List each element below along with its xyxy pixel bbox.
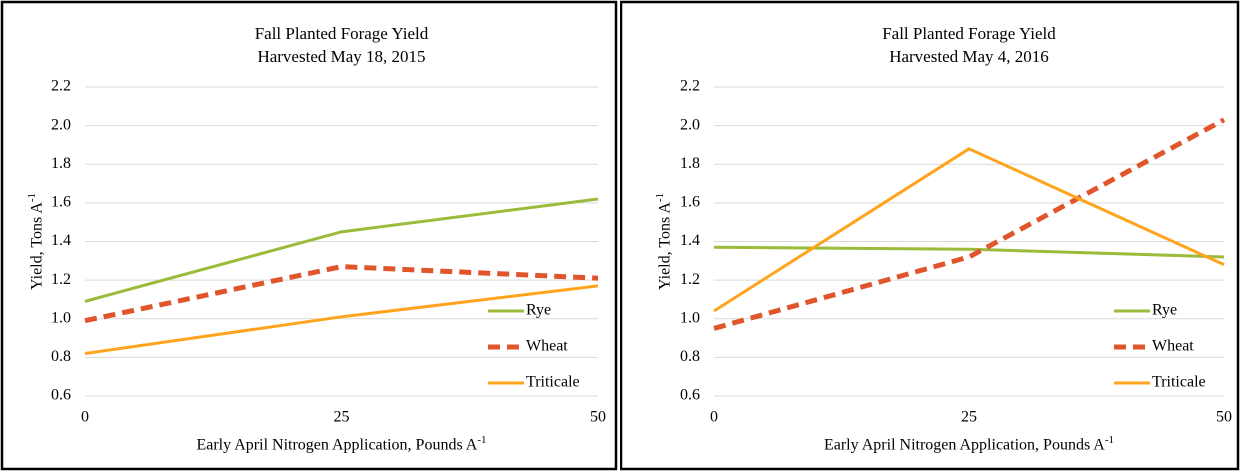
panel-border <box>0 0 618 471</box>
panel-border <box>620 0 1240 471</box>
x-axis-label: Early April Nitrogen Application, Pounds… <box>824 434 1114 454</box>
y-tick-label: 2.2 <box>680 78 700 95</box>
series-line <box>84 264 599 324</box>
series-line <box>713 245 1225 259</box>
series-line <box>713 117 1226 331</box>
y-tick-label: 1.8 <box>51 155 71 172</box>
y-tick-label: 1.2 <box>680 271 700 288</box>
y-tick-label: 0.8 <box>680 348 700 365</box>
y-tick-label: 1.2 <box>51 271 71 288</box>
series-line <box>713 147 1225 313</box>
x-tick-label: 25 <box>961 409 977 426</box>
y-axis-label-sup: -1 <box>654 193 666 202</box>
chart-title: Fall Planted Forage Yield <box>255 24 429 43</box>
y-tick-label: 0.8 <box>51 348 71 365</box>
legend-label: Wheat <box>1152 338 1194 355</box>
x-axis-label: Early April Nitrogen Application, Pounds… <box>196 434 486 454</box>
y-axis-label-sup: -1 <box>26 193 38 202</box>
y-tick-label: 0.6 <box>680 387 700 404</box>
series-line <box>84 284 599 355</box>
chart-title: Fall Planted Forage Yield <box>882 24 1056 43</box>
y-tick-label: 1.6 <box>51 194 71 211</box>
y-tick-label: 2.0 <box>680 116 700 133</box>
x-tick-label: 0 <box>81 409 89 426</box>
chart: Fall Planted Forage Yield Harvested May 1… <box>0 0 618 471</box>
y-axis-label: Yield, Tons A-1 <box>654 193 674 290</box>
y-tick-label: 1.8 <box>680 155 700 172</box>
y-tick-label: 1.0 <box>680 309 700 326</box>
y-tick-label: 1.4 <box>51 232 71 249</box>
legend-label: Rye <box>526 302 551 319</box>
x-tick-label: 50 <box>590 409 606 426</box>
y-tick-label: 2.0 <box>51 116 71 133</box>
x-axis-label-sup: -1 <box>477 434 486 446</box>
y-axis-label: Yield, Tons A-1 <box>26 193 46 290</box>
legend-label: Wheat <box>526 338 568 355</box>
x-tick-label: 50 <box>1216 409 1232 426</box>
y-tick-label: 0.6 <box>51 387 71 404</box>
legend-label: Triticale <box>1152 374 1206 391</box>
chart-subtitle: Harvested May 4, 2016 <box>889 47 1049 66</box>
legend-label: Triticale <box>526 374 580 391</box>
x-tick-label: 0 <box>710 409 718 426</box>
x-tick-label: 25 <box>334 409 350 426</box>
chart-subtitle: Harvested May 18, 2015 <box>257 47 425 66</box>
y-tick-label: 1.0 <box>51 309 71 326</box>
y-tick-label: 1.6 <box>680 194 700 211</box>
y-tick-label: 2.2 <box>51 78 71 95</box>
y-tick-label: 1.4 <box>680 232 700 249</box>
chart: Fall Planted Forage Yield Harvested May 4… <box>620 0 1240 471</box>
legend-label: Rye <box>1152 302 1177 319</box>
x-axis-label-sup: -1 <box>1105 434 1114 446</box>
series-line <box>84 197 599 303</box>
